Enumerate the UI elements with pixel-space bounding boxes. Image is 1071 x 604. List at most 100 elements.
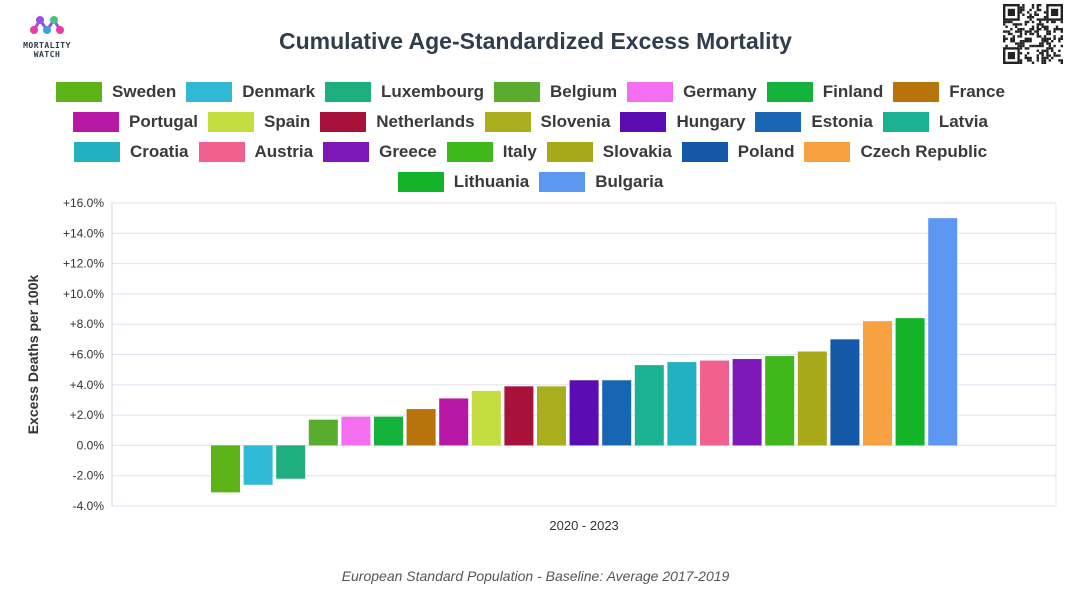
qr-module — [1053, 54, 1056, 57]
legend-item-belgium[interactable]: Belgium — [494, 80, 617, 104]
legend-item-estonia[interactable]: Estonia — [755, 110, 873, 134]
legend-swatch — [882, 112, 929, 132]
qr-module — [1015, 25, 1018, 28]
qr-module — [1015, 42, 1018, 45]
qr-module — [1048, 32, 1051, 36]
qr-module — [1053, 20, 1056, 24]
y-tick-label: +2.0% — [70, 408, 105, 422]
qr-module — [1031, 61, 1035, 64]
bar-greece[interactable] — [732, 359, 762, 446]
bar-croatia[interactable] — [667, 362, 697, 446]
legend-label: Slovakia — [602, 142, 672, 161]
bar-czech-republic[interactable] — [863, 321, 892, 446]
qr-module — [1041, 49, 1044, 52]
qr-module — [1005, 44, 1008, 48]
bar-sweden[interactable] — [211, 445, 240, 493]
qr-module — [1024, 23, 1027, 26]
qr-module — [1027, 40, 1030, 43]
qr-module — [1003, 20, 1006, 24]
qr-module — [1060, 61, 1063, 64]
qr-module — [1019, 35, 1023, 38]
qr-module — [1036, 49, 1039, 52]
bar-latvia[interactable] — [634, 365, 664, 446]
bar-portugal[interactable] — [439, 398, 469, 446]
qr-module — [1022, 6, 1025, 9]
qr-module — [1036, 56, 1039, 60]
qr-module — [1043, 40, 1047, 43]
bar-lithuania[interactable] — [895, 318, 925, 446]
qr-module — [1027, 47, 1030, 50]
legend-item-czech-republic[interactable]: Czech Republic — [804, 140, 987, 164]
legend-item-greece[interactable]: Greece — [323, 140, 437, 164]
legend-item-croatia[interactable]: Croatia — [73, 140, 189, 164]
legend-item-france[interactable]: France — [893, 80, 1005, 104]
legend-swatch — [397, 172, 444, 192]
bar-luxembourg[interactable] — [276, 445, 306, 479]
bar-belgium[interactable] — [308, 419, 338, 446]
y-tick-label: 0.0% — [77, 438, 105, 452]
legend-swatch — [681, 142, 728, 162]
legend-item-netherlands[interactable]: Netherlands — [320, 110, 475, 134]
qr-module — [1034, 44, 1037, 48]
bar-estonia[interactable] — [602, 380, 632, 446]
legend-swatch — [627, 82, 674, 102]
legend-item-hungary[interactable]: Hungary — [620, 110, 745, 134]
qr-module — [1019, 28, 1023, 31]
legend-item-slovenia[interactable]: Slovenia — [484, 110, 610, 134]
qr-module — [1005, 30, 1008, 33]
qr-module — [1010, 37, 1013, 40]
bar-italy[interactable] — [765, 356, 795, 446]
qr-module — [1019, 44, 1023, 48]
y-tick-label: +6.0% — [70, 348, 105, 362]
bar-germany[interactable] — [341, 416, 371, 446]
qr-module — [1043, 56, 1047, 60]
bar-france[interactable] — [406, 409, 436, 446]
legend-item-slovakia[interactable]: Slovakia — [546, 140, 672, 164]
bar-austria[interactable] — [700, 360, 729, 446]
bar-denmark[interactable] — [243, 445, 273, 485]
qr-module — [1058, 40, 1061, 43]
qr-module — [1034, 11, 1037, 14]
bar-hungary[interactable] — [569, 380, 599, 446]
qr-module — [1051, 40, 1054, 43]
qr-module — [1027, 20, 1030, 24]
qr-module — [1053, 52, 1056, 55]
bar-bulgaria[interactable] — [928, 218, 958, 446]
qr-module — [1003, 30, 1006, 33]
legend-swatch — [320, 112, 367, 132]
legend-item-poland[interactable]: Poland — [681, 140, 794, 164]
legend-item-denmark[interactable]: Denmark — [186, 80, 315, 104]
qr-module — [1046, 37, 1049, 40]
legend-item-italy[interactable]: Italy — [446, 140, 537, 164]
qr-module — [1043, 18, 1047, 21]
mortality-watch-logo: MORTALITY WATCH — [8, 8, 86, 64]
qr-module — [1029, 37, 1032, 40]
qr-module — [1034, 13, 1037, 16]
legend-item-luxembourg[interactable]: Luxembourg — [325, 80, 484, 104]
legend-item-portugal[interactable]: Portugal — [73, 110, 198, 134]
qr-module — [1041, 42, 1044, 45]
bar-poland[interactable] — [830, 339, 860, 446]
legend-item-spain[interactable]: Spain — [207, 110, 310, 134]
legend-item-lithuania[interactable]: Lithuania — [397, 170, 529, 194]
legend-label: Finland — [822, 82, 884, 101]
bar-slovakia[interactable] — [797, 351, 827, 446]
legend-swatch — [446, 142, 493, 162]
qr-module — [1053, 37, 1056, 40]
qr-module — [1058, 28, 1061, 31]
legend-item-germany[interactable]: Germany — [627, 80, 757, 104]
qr-module — [1036, 35, 1039, 38]
qr-module — [1039, 52, 1042, 55]
bar-finland[interactable] — [374, 416, 403, 446]
bar-netherlands[interactable] — [504, 386, 534, 446]
legend-item-bulgaria[interactable]: Bulgaria — [539, 170, 663, 194]
bar-spain[interactable] — [471, 390, 501, 446]
legend-item-austria[interactable]: Austria — [198, 140, 313, 164]
y-tick-label: +10.0% — [63, 287, 104, 301]
bar-slovenia[interactable] — [537, 386, 566, 446]
qr-module — [1060, 35, 1063, 38]
legend-item-sweden[interactable]: Sweden — [56, 80, 176, 104]
qr-module — [1055, 54, 1059, 57]
legend-item-latvia[interactable]: Latvia — [882, 110, 988, 134]
legend-item-finland[interactable]: Finland — [766, 80, 884, 104]
